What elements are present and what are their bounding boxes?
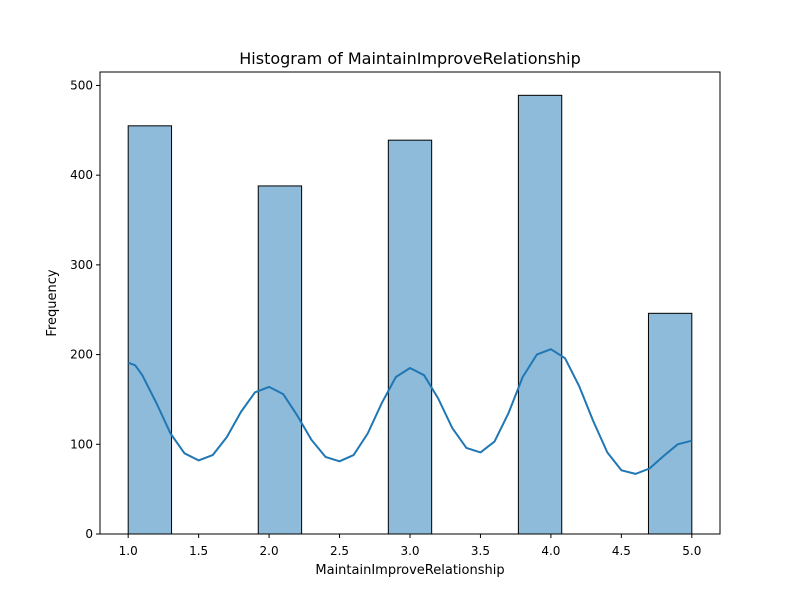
x-tick-label: 4.5	[612, 544, 631, 558]
histogram-bar-4	[517, 94, 563, 535]
y-tick-label: 200	[70, 348, 93, 362]
y-axis-label: Frequency	[45, 269, 60, 336]
histogram-bar-2	[257, 185, 303, 535]
histogram-bar-3	[387, 139, 433, 535]
y-axis-ticks: 0 100 200 300 400 500	[70, 78, 100, 541]
x-tick-label: 2.5	[330, 544, 349, 558]
x-tick-label: 1.5	[189, 544, 208, 558]
x-tick-label: 4.0	[541, 544, 560, 558]
x-axis-label: MaintainImproveRelationship	[315, 563, 504, 578]
x-tick-label: 3.0	[400, 544, 419, 558]
x-tick-label: 1.0	[119, 544, 138, 558]
x-tick-label: 5.0	[682, 544, 701, 558]
histogram-bar-1	[127, 125, 173, 535]
kde-curve	[127, 348, 693, 475]
chart-title: Histogram of MaintainImproveRelationship	[239, 49, 580, 68]
y-tick-label: 100	[70, 437, 93, 451]
histogram-bar-5	[647, 312, 693, 535]
x-axis-ticks: 1.0 1.5 2.0 2.5 3.0 3.5 4.0 4.5 5.0	[119, 534, 701, 558]
y-tick-label: 500	[70, 78, 93, 92]
y-tick-label: 300	[70, 258, 93, 272]
y-tick-label: 0	[85, 527, 93, 541]
x-tick-label: 3.5	[471, 544, 490, 558]
y-tick-label: 400	[70, 168, 93, 182]
bars-group	[127, 94, 693, 535]
x-tick-label: 2.0	[260, 544, 279, 558]
